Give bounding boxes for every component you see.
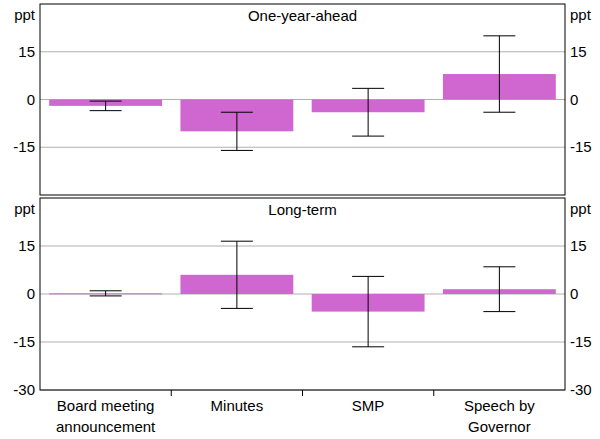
y-tick-label: 15 xyxy=(18,43,35,60)
frame xyxy=(40,198,565,390)
marks xyxy=(49,36,556,151)
y-tick-label: 0 xyxy=(27,91,35,108)
x-tick xyxy=(302,390,303,396)
chart: -15 -15 0 0 15 15 ppt ppt One-year-ahead -30 -30 -1… xyxy=(0,0,600,439)
y-tick-label: -15 xyxy=(570,333,592,350)
error-bar xyxy=(90,291,122,296)
error-bar xyxy=(483,267,515,312)
y-tick-label: -30 xyxy=(570,381,592,398)
x-tick-label: SMP xyxy=(352,397,385,414)
y-tick-label: 15 xyxy=(570,237,587,254)
y-tick-label: -15 xyxy=(13,138,35,155)
x-tick-label: Board meeting announcement xyxy=(56,397,156,435)
y-tick-label: 15 xyxy=(570,43,587,60)
y-axis-label: ppt xyxy=(570,200,592,217)
grid-line xyxy=(40,246,565,247)
y-axis-label: ppt xyxy=(14,200,36,217)
panel-title: One-year-ahead xyxy=(248,7,357,24)
grid-line xyxy=(40,342,565,343)
frame xyxy=(40,4,565,195)
grid-line xyxy=(40,147,565,148)
error-bar xyxy=(221,241,253,308)
marks xyxy=(49,241,556,347)
x-tick-label-line: Minutes xyxy=(211,397,264,414)
x-tick xyxy=(433,390,434,396)
grid-line xyxy=(40,51,565,52)
y-axis-label: ppt xyxy=(14,6,36,23)
y-tick-label: 15 xyxy=(18,237,35,254)
x-tick-label: Minutes xyxy=(211,397,264,414)
y-tick-label: 0 xyxy=(27,285,35,302)
x-tick-label-line: announcement xyxy=(56,418,156,435)
error-bar xyxy=(483,36,515,112)
error-bar xyxy=(352,88,384,136)
error-bar xyxy=(90,101,122,111)
y-tick-label: 0 xyxy=(570,285,578,302)
y-tick-label: 0 xyxy=(570,91,578,108)
x-tick xyxy=(171,390,172,396)
y-tick-label: -15 xyxy=(570,138,592,155)
error-bar xyxy=(352,276,384,346)
x-tick-label-line: SMP xyxy=(352,397,385,414)
x-tick-label-line: Governor xyxy=(468,418,531,435)
panel-title: Long-term xyxy=(268,201,336,218)
x-tick-label-line: Speech by xyxy=(464,397,535,414)
y-tick-label: -30 xyxy=(13,381,35,398)
y-axis-label: ppt xyxy=(570,6,592,23)
x-tick-label: Speech by Governor xyxy=(464,397,535,435)
y-tick-label: -15 xyxy=(13,333,35,350)
error-bar xyxy=(221,112,253,150)
x-tick-label-line: Board meeting xyxy=(57,397,155,414)
